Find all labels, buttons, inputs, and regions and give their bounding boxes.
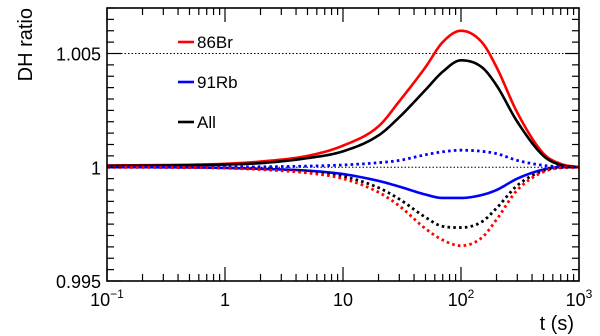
tick-labels: 10−1 1 10 102 103 0.995 1 1.005 <box>56 45 593 311</box>
x-axis-title: t (s) <box>540 313 574 335</box>
x-tick-label: 10 <box>333 290 353 310</box>
legend-label: 91Rb <box>197 73 238 92</box>
x-tick-label: 103 <box>566 287 593 310</box>
series-layer <box>106 29 580 248</box>
legend-label: 86Br <box>197 33 233 52</box>
x-tick-label: 1 <box>220 290 230 310</box>
series-line-5 <box>107 165 580 248</box>
reference-lines <box>107 53 579 168</box>
legend-label: All <box>197 113 216 132</box>
series-line-1 <box>106 59 580 169</box>
axis-ticks <box>106 7 580 282</box>
y-axis-title: DH ratio <box>15 8 37 81</box>
y-tick-label: 1.005 <box>56 45 101 65</box>
x-tick-label: 102 <box>448 287 475 310</box>
legend: 86Br 91Rb All <box>178 33 238 132</box>
series-line-0 <box>106 29 580 169</box>
y-tick-label: 0.995 <box>56 272 101 292</box>
series-line-4 <box>107 165 580 229</box>
series-line-2 <box>107 165 579 200</box>
x-tick-label: 10−1 <box>90 287 124 310</box>
y-tick-label: 1 <box>91 158 101 178</box>
